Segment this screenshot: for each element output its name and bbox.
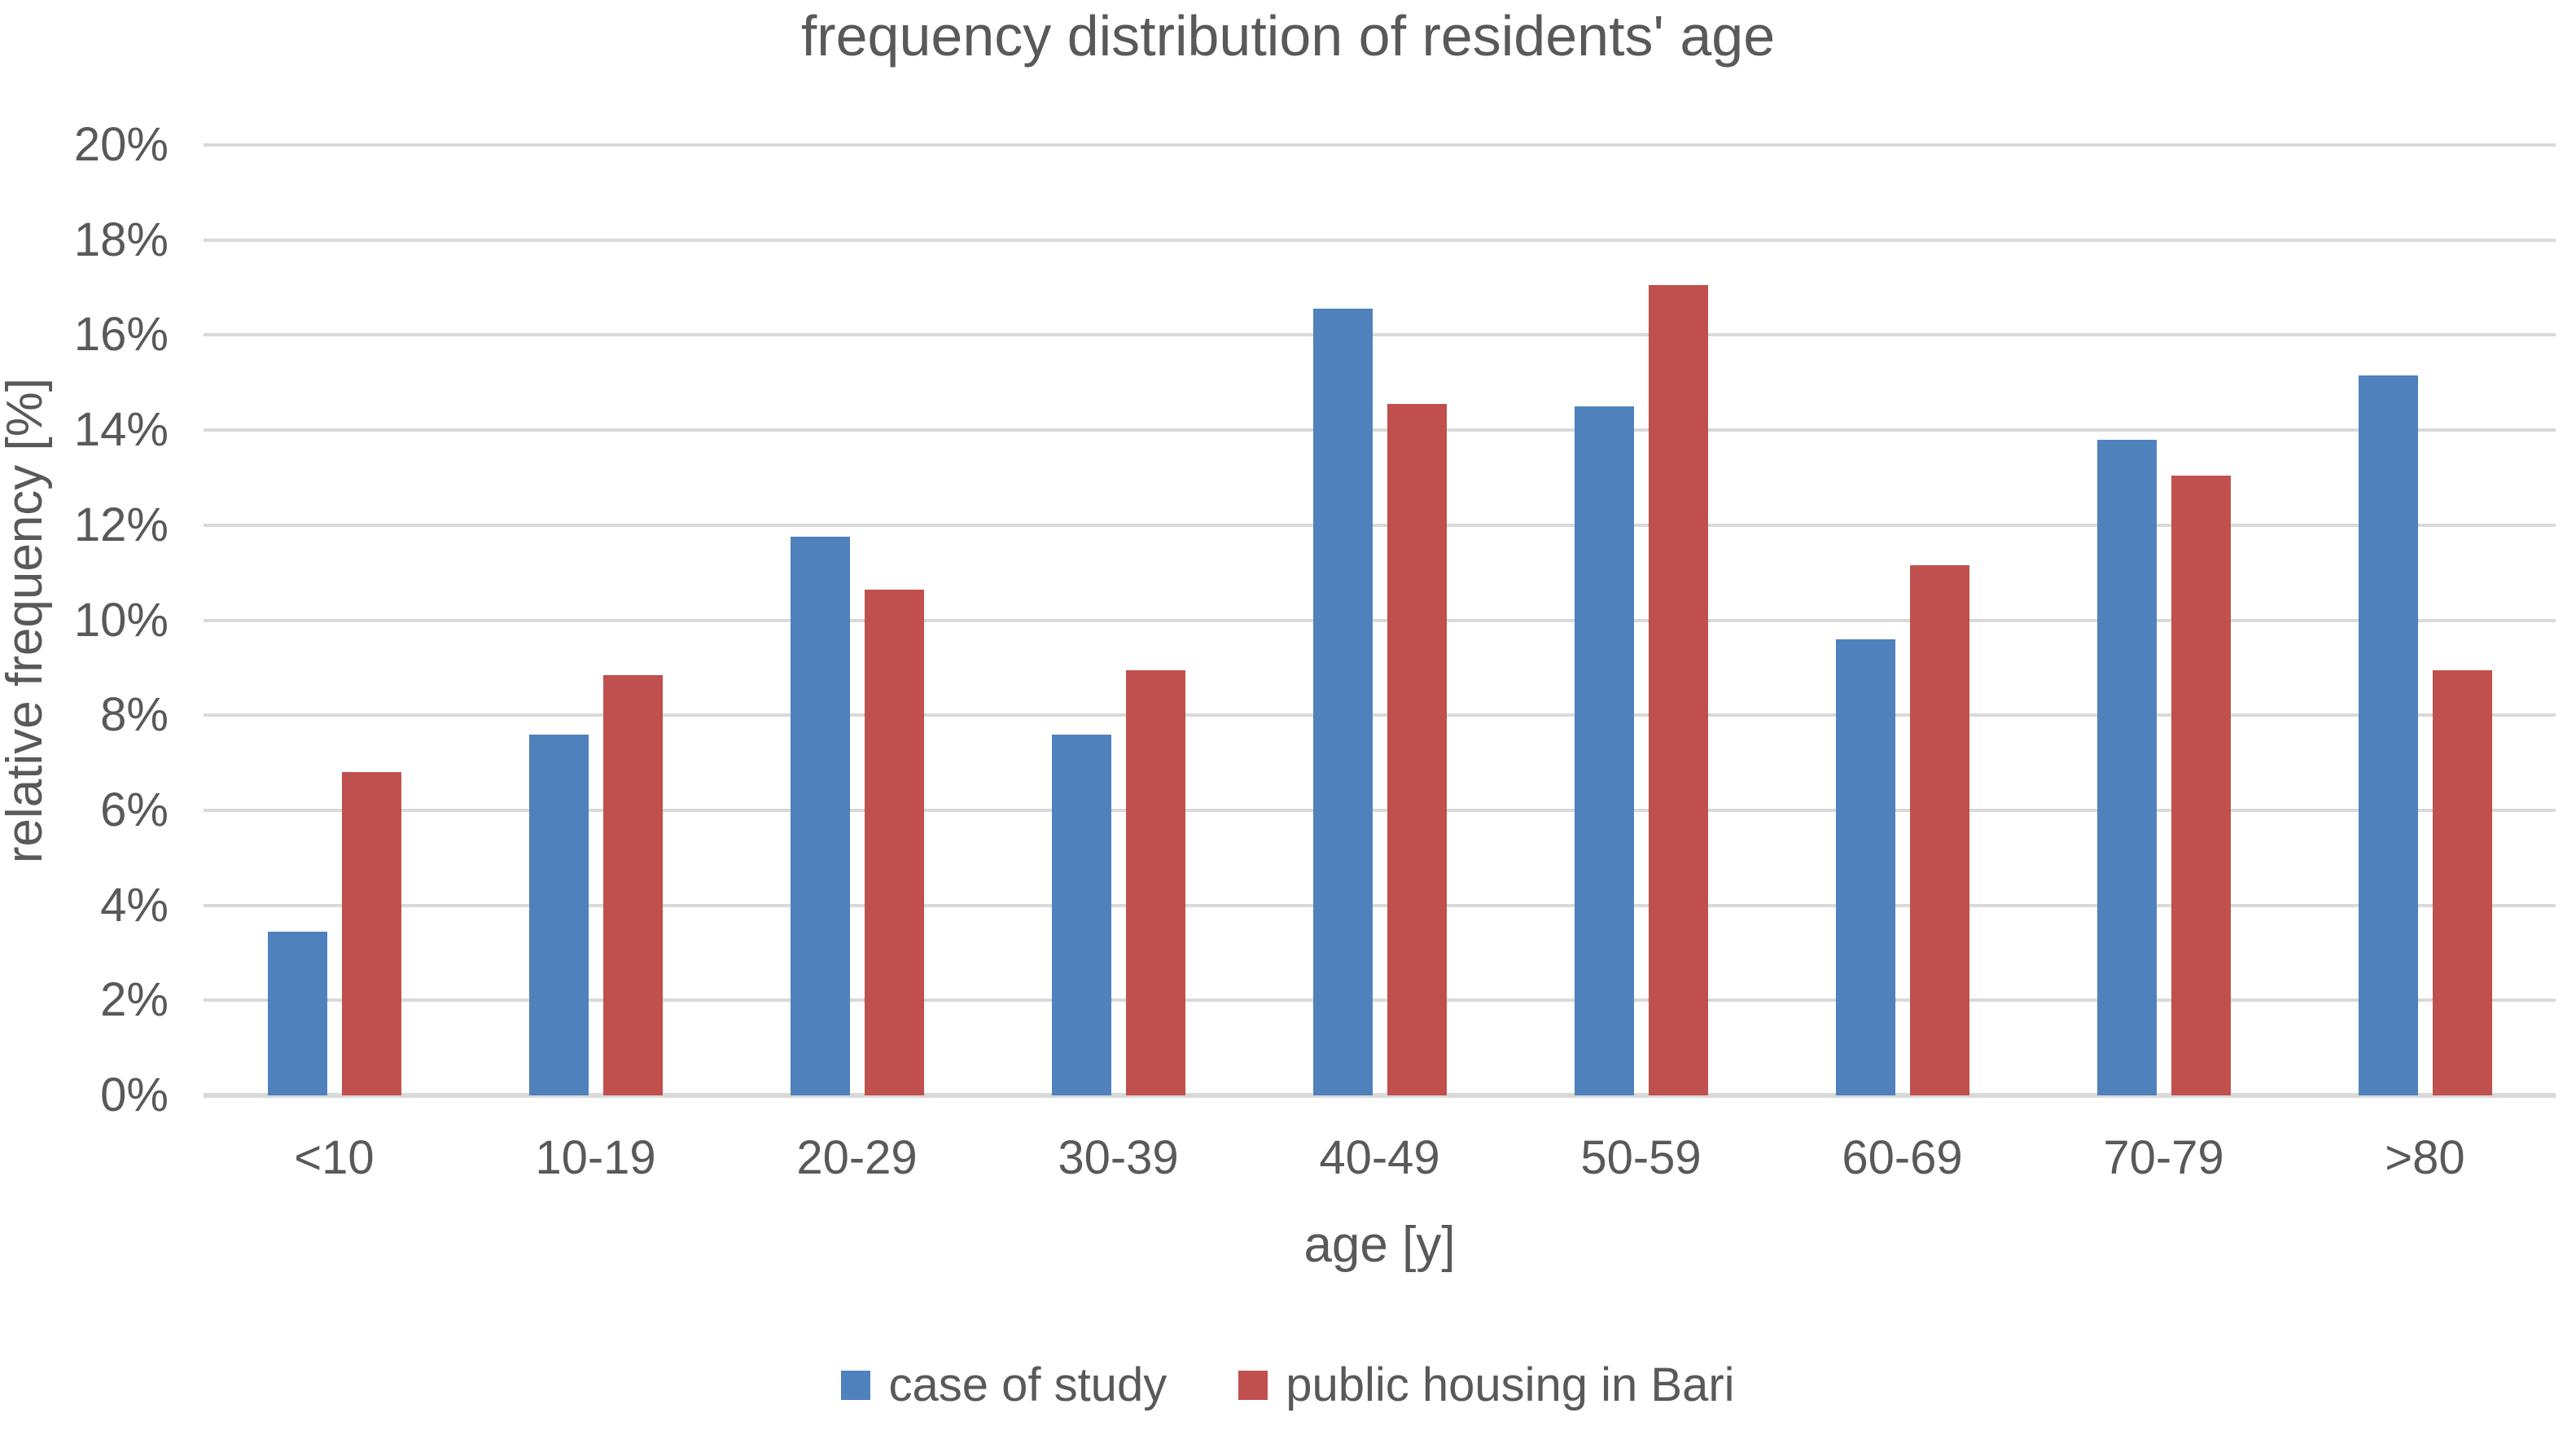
bar-group [2033, 145, 2294, 1095]
bar-group [2294, 145, 2556, 1095]
bar [864, 589, 924, 1095]
bar-groups [204, 145, 2556, 1095]
y-tick-label: 20% [73, 118, 169, 171]
x-tick-label: 60-69 [1842, 1131, 1963, 1184]
y-tick-label: 16% [73, 308, 169, 362]
y-axis-tick-labels: 20% 18% 16% 14% 12% 10% 8% 6% 4% 2% 0% [0, 121, 169, 1119]
bar-group [988, 145, 1249, 1095]
chart-title: frequency distribution of residents' age [800, 4, 1776, 68]
gridline [204, 713, 2556, 718]
bar [790, 537, 850, 1095]
gridline [204, 523, 2556, 527]
bar [602, 674, 663, 1095]
bar-group [726, 145, 988, 1095]
x-tick-label: 50-59 [1580, 1131, 1702, 1184]
y-tick-label: 12% [73, 498, 169, 551]
legend-swatch-blue-icon [841, 1371, 871, 1400]
y-tick-label: 10% [73, 593, 169, 647]
gridline [204, 1093, 2556, 1098]
bar-group [465, 145, 726, 1095]
bar [1909, 565, 1969, 1095]
x-axis-title: age [y] [1303, 1217, 1456, 1273]
gridline [204, 618, 2556, 622]
x-tick-label: <10 [294, 1131, 375, 1184]
gridline [204, 143, 2556, 147]
gridline [204, 428, 2556, 432]
legend-entry-case-of-study: case of study [841, 1362, 1167, 1409]
bar [2096, 439, 2157, 1095]
plot-area [204, 143, 2556, 1098]
x-tick-label: 30-39 [1058, 1131, 1179, 1184]
legend-label: public housing in Bari [1286, 1358, 1735, 1411]
bar [267, 931, 327, 1095]
bar [1312, 309, 1373, 1095]
x-axis-tick-labels: <10 10-19 20-29 30-39 40-49 50-59 60-69 70-79 >8… [204, 1134, 2556, 1182]
gridline [204, 998, 2556, 1003]
gridline [204, 903, 2556, 907]
bar [2432, 669, 2492, 1095]
legend-label: case of study [888, 1358, 1168, 1411]
y-tick-label: 18% [73, 213, 169, 266]
y-tick-label: 8% [100, 688, 169, 742]
x-tick-label: 40-49 [1319, 1131, 1440, 1184]
bar [2171, 475, 2231, 1095]
bar [341, 772, 401, 1095]
bar [1051, 734, 1111, 1095]
gridline [204, 333, 2556, 337]
bar [2358, 375, 2418, 1095]
y-tick-label: 0% [100, 1069, 169, 1121]
y-tick-label: 4% [100, 878, 169, 932]
x-tick-label: 10-19 [535, 1131, 656, 1184]
x-tick-label: >80 [2385, 1131, 2465, 1184]
bar [528, 734, 589, 1095]
y-tick-label: 2% [100, 973, 169, 1027]
gridline [204, 238, 2556, 242]
x-tick-label: 70-79 [2103, 1131, 2224, 1184]
bar-group [1772, 145, 2033, 1095]
bar [1574, 406, 1634, 1095]
bar [1835, 639, 1895, 1095]
bar-group [1249, 145, 1510, 1095]
bar [1648, 285, 1708, 1095]
bar-group [1510, 145, 1772, 1095]
legend: case of study public housing in Bari [0, 1362, 2576, 1409]
legend-entry-public-housing: public housing in Bari [1238, 1358, 1735, 1411]
gridline [204, 808, 2556, 812]
x-tick-label: 20-29 [796, 1131, 918, 1184]
bar [1125, 669, 1185, 1095]
y-tick-label: 14% [73, 403, 169, 457]
legend-swatch-red-icon [1238, 1371, 1268, 1400]
bar [1387, 404, 1447, 1095]
bar-group [204, 145, 465, 1095]
y-tick-label: 6% [100, 783, 169, 836]
